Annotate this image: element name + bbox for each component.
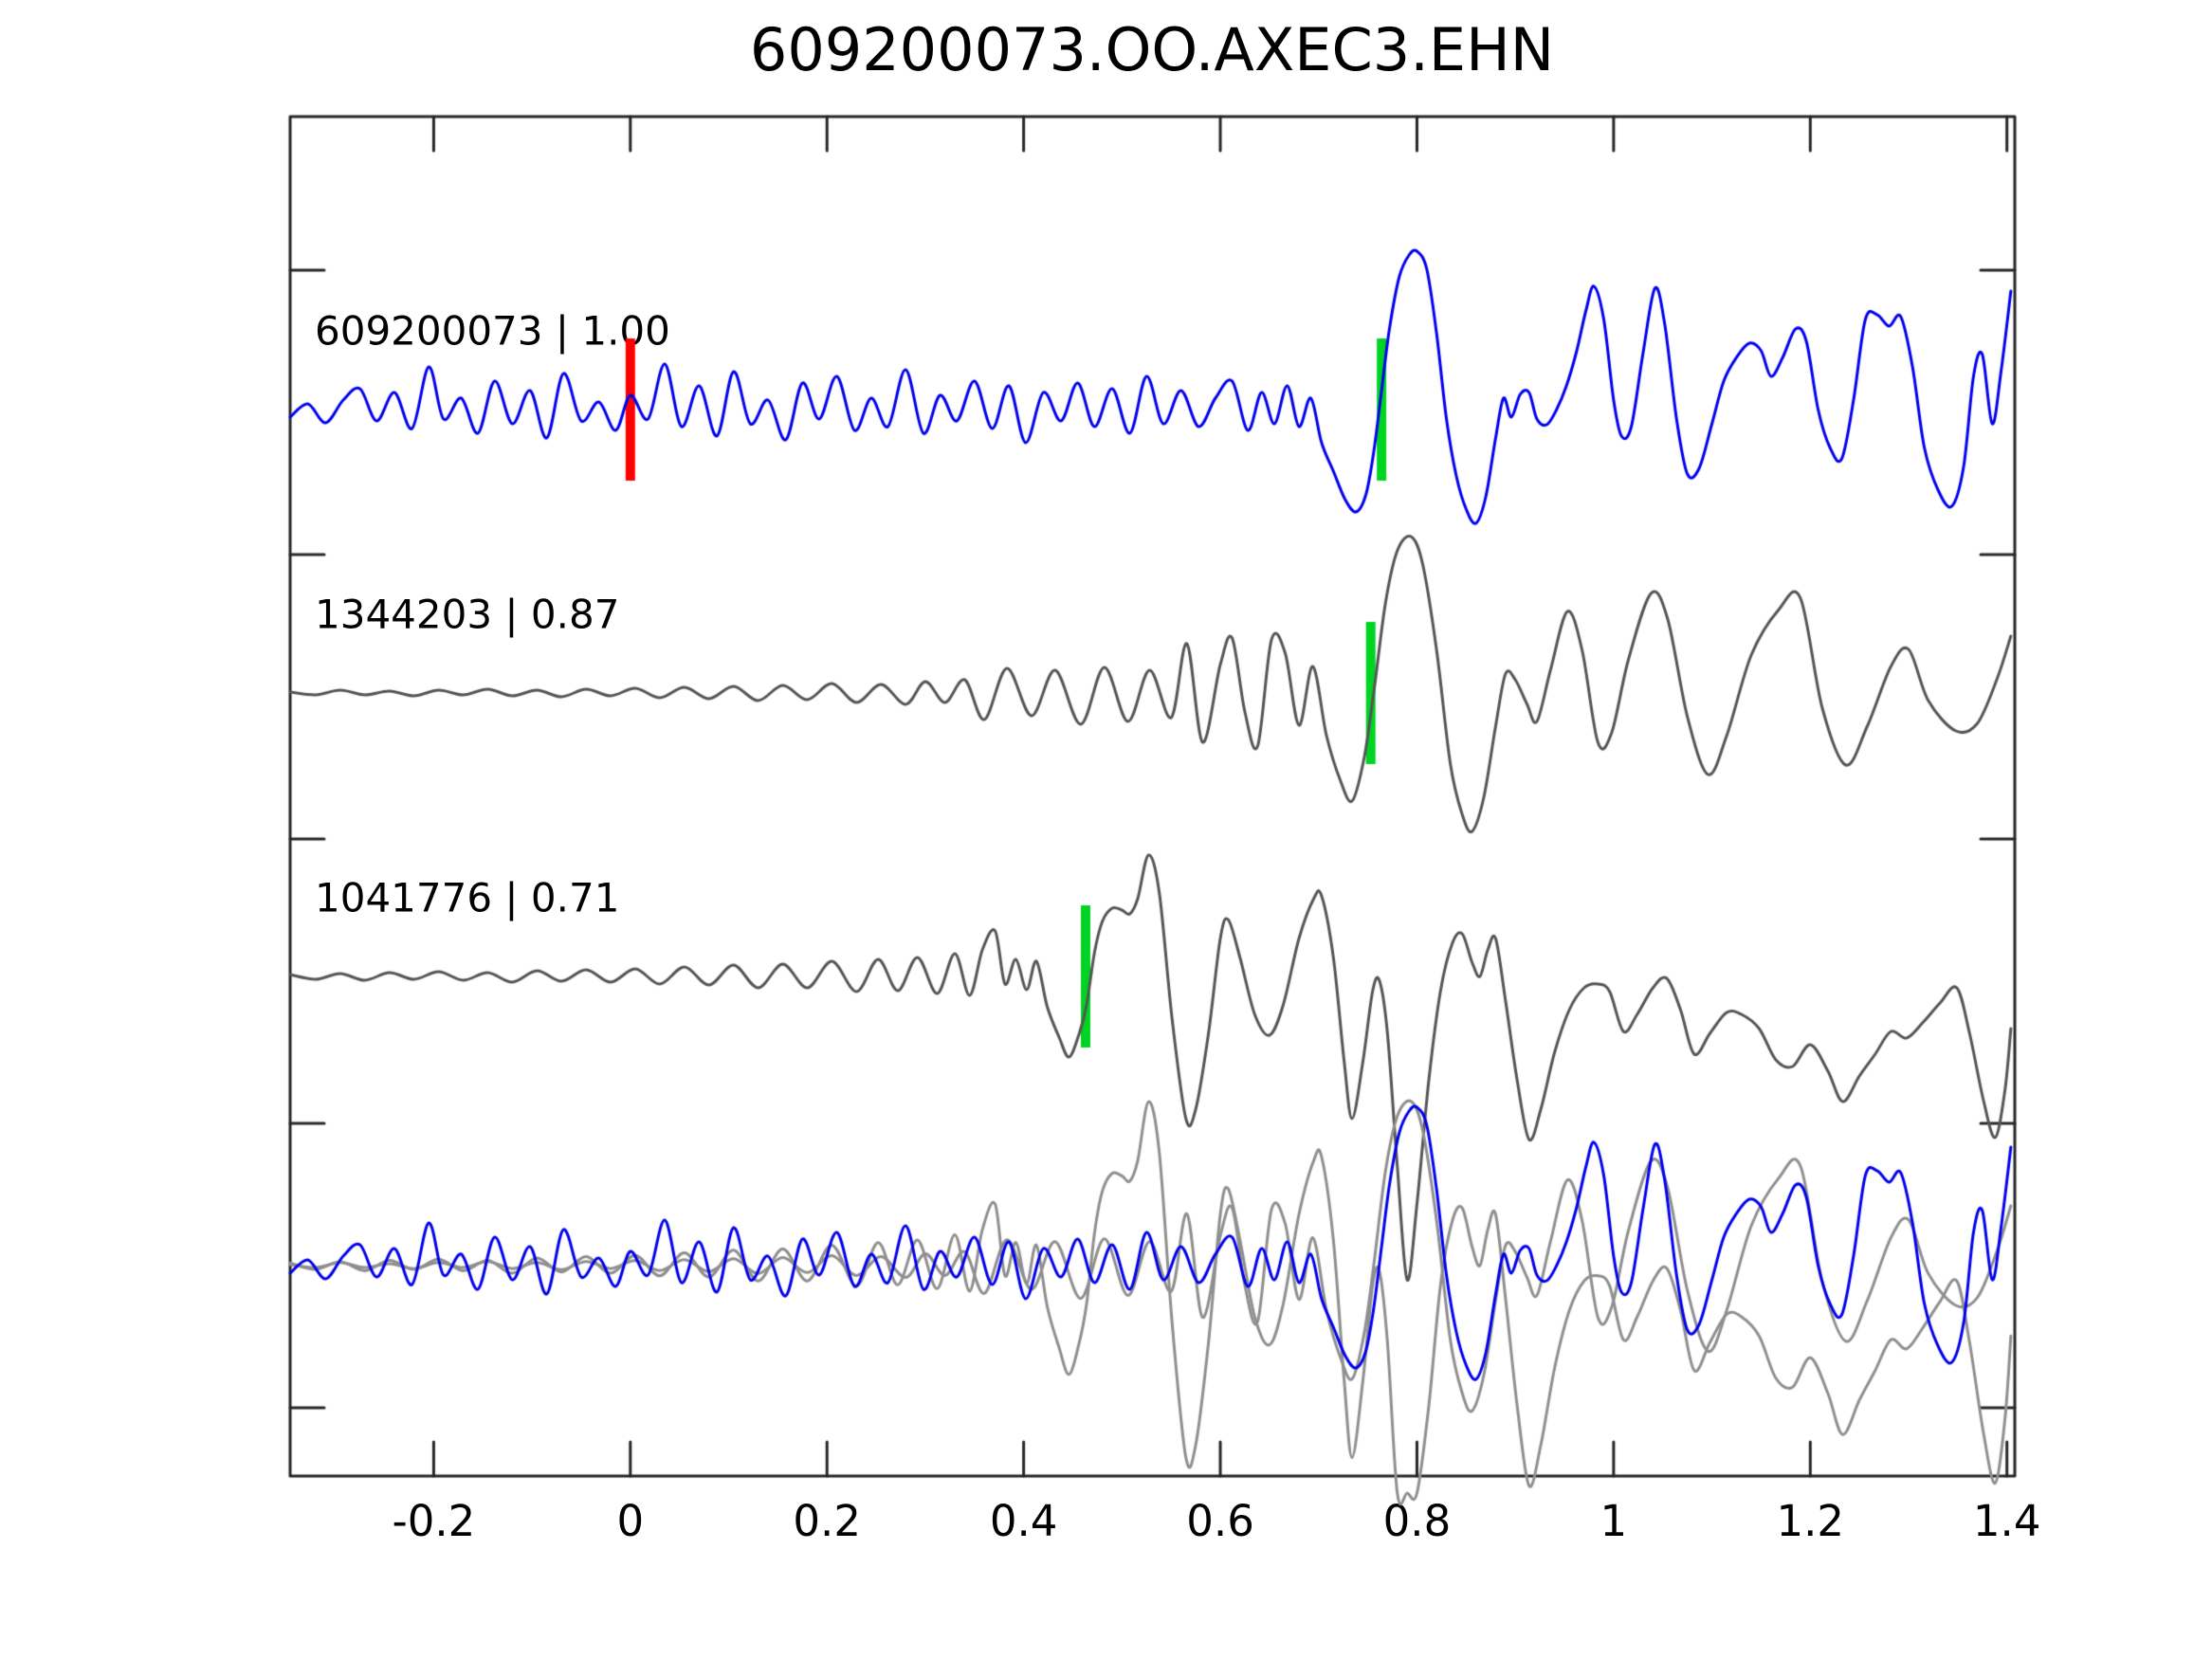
seismogram-plot-canvas [0,0,2212,1659]
waveform-matching-figure: 609200073.OO.AXEC3.EHN 609200073 | 1.001… [0,0,2212,1659]
